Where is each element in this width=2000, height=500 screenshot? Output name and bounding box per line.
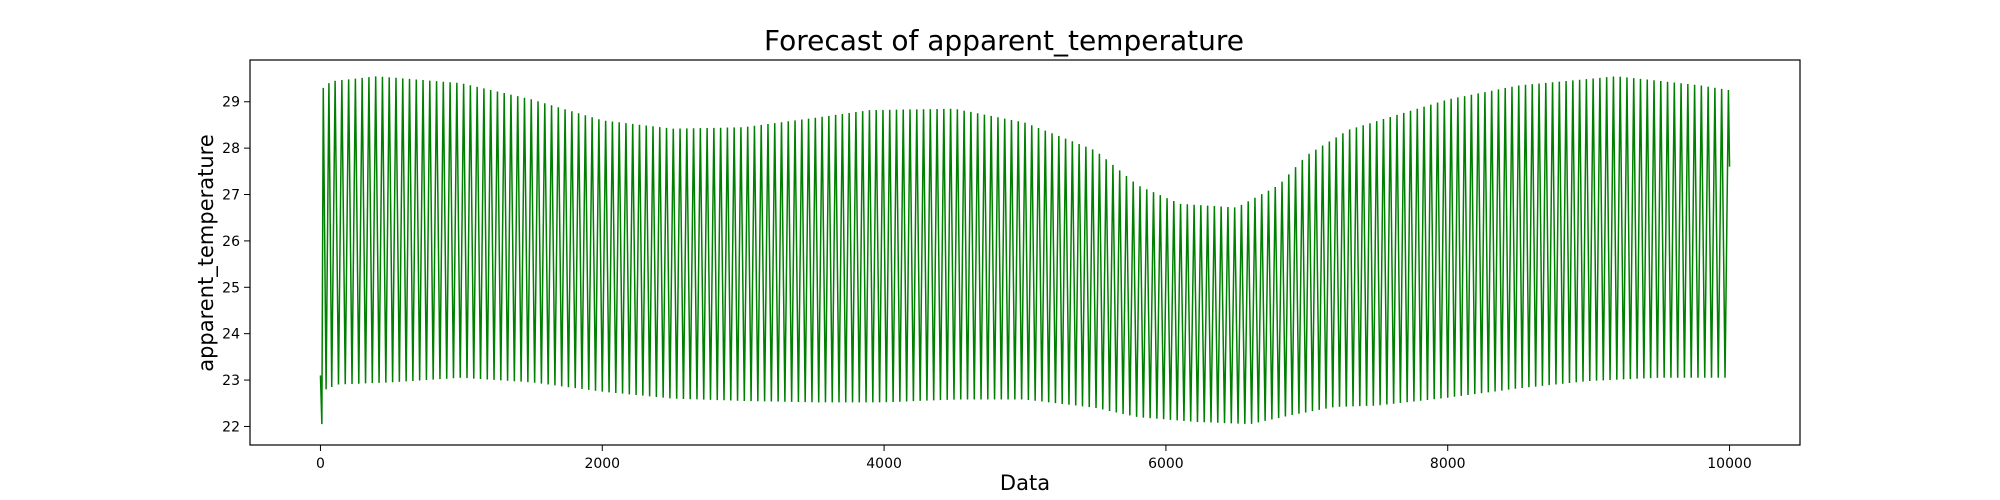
x-tick-label: 4000 [866,456,902,472]
x-tick-label: 8000 [1430,456,1466,472]
y-axis-label: apparent_temperature [194,134,219,372]
x-axis-ticks: 0 2000 4000 6000 8000 10000 [316,445,1752,472]
x-tick-label: 6000 [1148,456,1184,472]
forecast-series-line [319,76,1731,425]
y-tick-label: 24 [222,327,240,343]
y-tick-label: 27 [222,188,240,204]
chart-title: Forecast of apparent_temperature [764,24,1244,57]
y-tick-label: 25 [222,280,240,296]
y-tick-label: 26 [222,234,240,250]
plot-frame [249,59,1801,446]
x-axis-label: Data [1000,471,1050,495]
x-tick-label: 2000 [584,456,620,472]
y-axis-ticks: 22 23 24 25 26 27 28 29 [222,95,250,435]
series-layer [319,76,1731,425]
y-tick-label: 29 [222,95,240,111]
y-tick-label: 22 [222,419,240,435]
x-tick-label: 10000 [1707,456,1752,472]
y-tick-label: 28 [222,141,240,157]
y-tick-label: 23 [222,373,240,389]
x-tick-label: 0 [316,456,325,472]
